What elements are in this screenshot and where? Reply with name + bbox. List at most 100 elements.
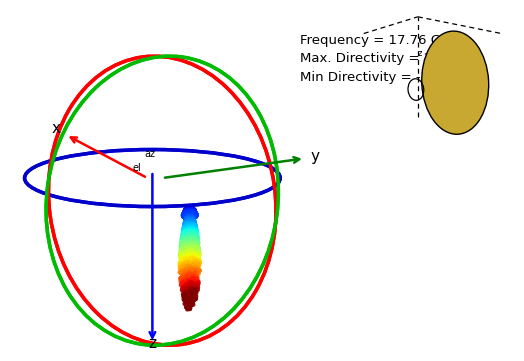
Point bbox=[183, 210, 191, 216]
Point bbox=[185, 204, 193, 210]
Point bbox=[185, 204, 193, 209]
Point bbox=[182, 219, 190, 225]
Point bbox=[185, 204, 194, 209]
Point bbox=[185, 211, 193, 217]
Point bbox=[178, 251, 187, 257]
Point bbox=[181, 212, 189, 217]
Point bbox=[189, 216, 198, 222]
Point bbox=[189, 209, 197, 215]
Point bbox=[182, 208, 190, 214]
Point bbox=[187, 208, 195, 213]
Point bbox=[183, 208, 191, 213]
Point bbox=[184, 210, 193, 216]
Point bbox=[184, 213, 192, 218]
Point bbox=[185, 204, 193, 209]
Point bbox=[193, 286, 201, 291]
Point bbox=[184, 204, 193, 210]
Point bbox=[183, 206, 191, 212]
Point bbox=[184, 213, 193, 218]
Point bbox=[184, 204, 193, 210]
Point bbox=[190, 208, 199, 214]
Point bbox=[192, 231, 201, 237]
Point bbox=[184, 210, 193, 216]
Point bbox=[191, 212, 199, 218]
Point bbox=[185, 207, 194, 213]
Point bbox=[184, 205, 193, 211]
Point bbox=[185, 204, 193, 210]
Point bbox=[188, 206, 196, 212]
Point bbox=[185, 204, 194, 209]
Point bbox=[184, 208, 193, 214]
Point bbox=[188, 206, 196, 212]
Point bbox=[187, 211, 195, 217]
Point bbox=[190, 209, 199, 214]
Point bbox=[189, 209, 198, 215]
Point bbox=[189, 210, 198, 216]
Point bbox=[186, 204, 194, 210]
Point bbox=[188, 210, 196, 216]
Point bbox=[183, 207, 192, 213]
Point bbox=[189, 216, 198, 222]
Point bbox=[184, 206, 193, 212]
Point bbox=[179, 263, 187, 269]
Point bbox=[187, 210, 195, 216]
Point bbox=[184, 204, 193, 210]
Point bbox=[184, 204, 193, 210]
Point bbox=[185, 204, 194, 209]
Point bbox=[181, 252, 190, 258]
Point bbox=[186, 205, 194, 211]
Point bbox=[185, 279, 194, 284]
Point bbox=[190, 212, 198, 218]
Point bbox=[185, 217, 194, 222]
Point bbox=[187, 212, 195, 217]
Point bbox=[187, 209, 195, 215]
Point bbox=[185, 204, 194, 209]
Point bbox=[182, 222, 190, 227]
Point bbox=[185, 210, 193, 216]
Point bbox=[181, 213, 190, 219]
Point bbox=[187, 204, 195, 210]
Point bbox=[184, 204, 193, 210]
Point bbox=[184, 204, 193, 210]
Point bbox=[185, 229, 193, 234]
Point bbox=[186, 205, 194, 210]
Point bbox=[187, 206, 195, 212]
Point bbox=[185, 205, 194, 211]
Point bbox=[181, 209, 190, 215]
Point bbox=[184, 205, 193, 211]
Point bbox=[187, 208, 195, 214]
Point bbox=[184, 205, 192, 210]
Point bbox=[190, 209, 199, 215]
Point bbox=[184, 289, 192, 295]
Point bbox=[184, 292, 192, 298]
Point bbox=[184, 207, 192, 213]
Point bbox=[185, 210, 194, 216]
Point bbox=[185, 205, 194, 210]
Point bbox=[185, 204, 193, 210]
Point bbox=[187, 208, 195, 213]
Point bbox=[186, 204, 194, 210]
Point bbox=[187, 209, 195, 215]
Point bbox=[187, 205, 195, 210]
Point bbox=[186, 204, 194, 209]
Point bbox=[189, 275, 197, 281]
Point bbox=[187, 213, 195, 219]
Point bbox=[184, 206, 193, 212]
Point bbox=[185, 204, 194, 209]
Point bbox=[186, 204, 194, 209]
Point bbox=[185, 205, 194, 210]
Point bbox=[191, 245, 199, 251]
Point bbox=[184, 208, 192, 214]
Point bbox=[185, 204, 193, 209]
Point bbox=[188, 206, 196, 212]
Point bbox=[185, 210, 193, 216]
Point bbox=[186, 204, 194, 209]
Point bbox=[187, 206, 195, 212]
Point bbox=[183, 206, 192, 212]
Point bbox=[189, 214, 197, 220]
Point bbox=[188, 206, 196, 212]
Point bbox=[182, 210, 190, 216]
Point bbox=[187, 206, 195, 212]
Point bbox=[184, 206, 192, 212]
Point bbox=[183, 206, 192, 212]
